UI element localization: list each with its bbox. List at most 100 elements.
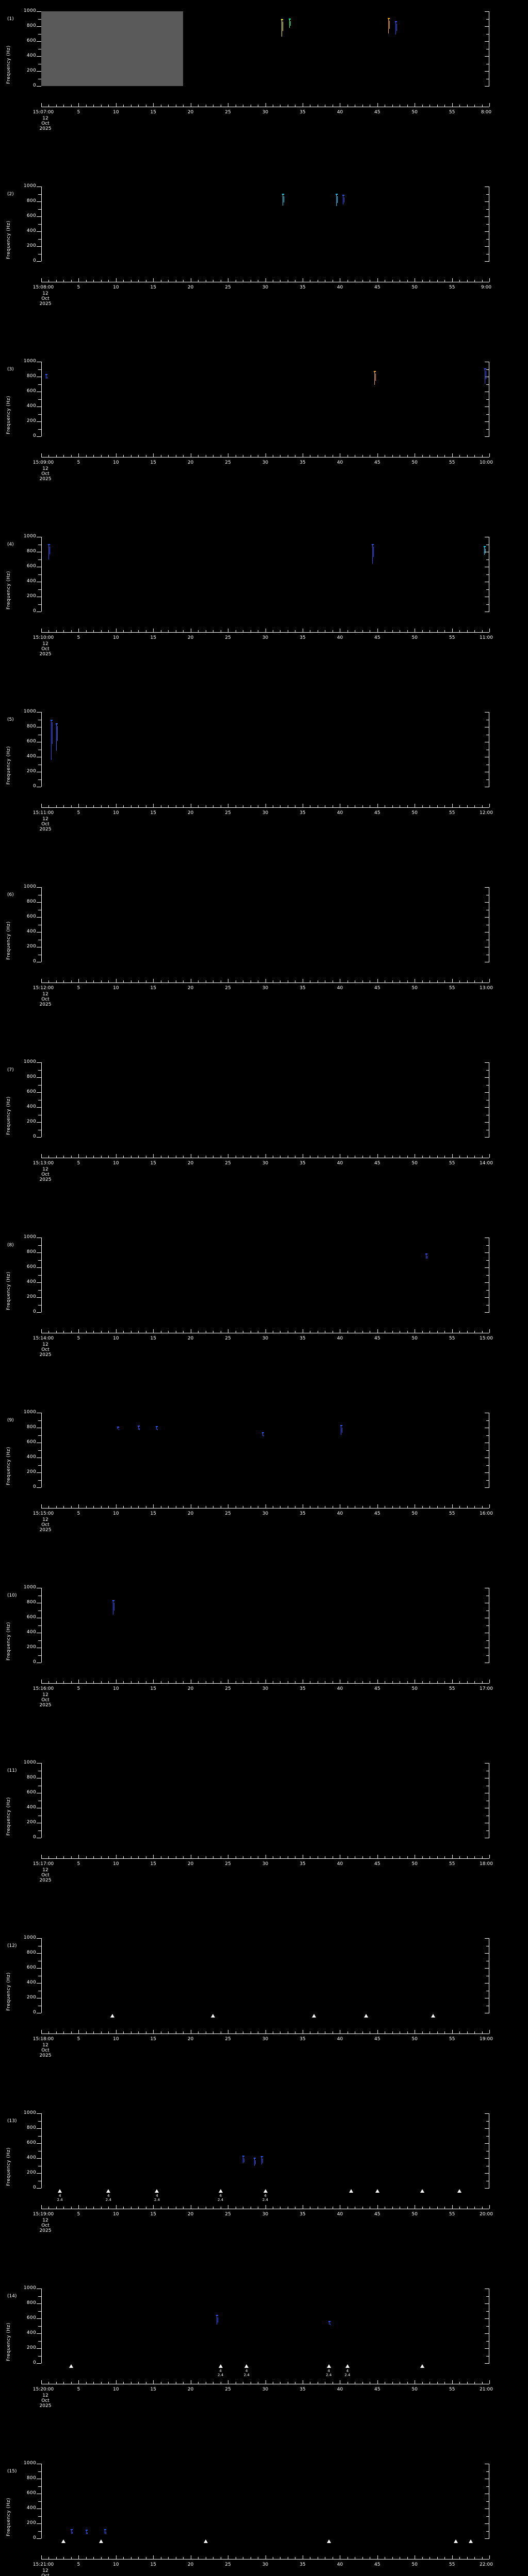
y-tick-label: 200 <box>26 1469 36 1475</box>
detection-marker[interactable] <box>326 2364 331 2368</box>
detection-marker[interactable] <box>61 2539 66 2543</box>
y-tick <box>37 261 41 262</box>
x-tick <box>101 105 102 107</box>
x-tick <box>489 278 490 282</box>
detection-marker[interactable] <box>155 2189 159 2193</box>
x-axis-end-label: 20:00 <box>480 2212 493 2217</box>
y-tick <box>37 11 41 12</box>
x-axis-end-label: 12:00 <box>480 810 493 816</box>
x-tick <box>101 1856 102 1858</box>
y-tick-minor <box>486 574 489 575</box>
detection-marker[interactable] <box>244 2364 249 2368</box>
x-tick <box>71 2382 72 2384</box>
detection-marker[interactable] <box>110 2014 114 2018</box>
x-tick-label: 5 <box>77 810 80 816</box>
detection-marker[interactable] <box>98 2539 103 2543</box>
contour-trace <box>336 194 337 207</box>
x-tick <box>41 2030 42 2033</box>
x-tick-label: 55 <box>449 635 455 640</box>
y-tick-minor <box>38 2531 41 2532</box>
x-axis-date-label: Oct <box>41 997 50 1002</box>
x-tick <box>41 103 42 107</box>
detection-marker[interactable] <box>311 2014 316 2018</box>
detection-marker[interactable] <box>58 2189 62 2193</box>
x-tick-label: 20 <box>187 1511 194 1516</box>
x-tick-label: 35 <box>300 2212 306 2217</box>
detection-marker[interactable] <box>375 2189 380 2193</box>
x-tick-label: 40 <box>337 986 343 991</box>
x-tick-label: 20 <box>187 1861 194 1867</box>
y-tick-minor <box>486 1480 489 1481</box>
x-tick <box>153 1680 154 1683</box>
y-tick-label: 1000 <box>23 1585 36 1590</box>
x-tick <box>168 1856 169 1858</box>
detection-marker[interactable] <box>468 2539 473 2543</box>
y-tick-minor <box>38 2296 41 2297</box>
y-tick <box>37 2348 41 2349</box>
x-tick <box>123 105 124 107</box>
x-tick <box>86 2557 87 2559</box>
x-tick <box>138 105 139 107</box>
detection-marker[interactable] <box>106 2189 111 2193</box>
detection-marker[interactable] <box>211 2014 216 2018</box>
x-tick <box>422 280 423 282</box>
x-axis-date-label: Oct <box>41 822 50 827</box>
contour-cap <box>242 2155 245 2157</box>
x-tick <box>138 1506 139 1508</box>
y-tick <box>485 1953 489 1954</box>
detection-marker[interactable] <box>203 2539 208 2543</box>
x-tick <box>93 1856 94 1858</box>
x-tick <box>452 629 453 632</box>
detection-marker-label: 4 2.4 <box>262 2194 269 2202</box>
x-tick <box>459 1681 460 1683</box>
x-tick-label: 10 <box>113 460 119 465</box>
x-tick-label: 40 <box>337 2212 343 2217</box>
x-tick <box>474 105 475 107</box>
x-tick-label: 15 <box>150 1511 156 1516</box>
detection-marker[interactable] <box>364 2014 369 2018</box>
x-tick-label: 25 <box>225 1861 231 1867</box>
detection-marker[interactable] <box>218 2364 223 2368</box>
x-tick <box>407 1856 408 1858</box>
x-axis-end-label: 13:00 <box>480 986 493 991</box>
x-tick <box>489 979 490 982</box>
x-tick <box>183 1856 184 1858</box>
detection-marker[interactable] <box>420 2189 424 2193</box>
x-tick <box>48 1156 50 1158</box>
x-tick <box>198 2382 199 2384</box>
x-tick <box>444 1331 446 1333</box>
detection-marker[interactable] <box>349 2189 354 2193</box>
x-tick <box>444 1506 446 1508</box>
detection-marker[interactable] <box>420 2364 424 2368</box>
x-tick <box>78 278 79 282</box>
detection-marker[interactable] <box>431 2014 436 2018</box>
x-tick-label: 30 <box>262 2037 269 2042</box>
x-tick-label: 55 <box>449 986 455 991</box>
contour-branch <box>57 726 58 741</box>
detection-marker[interactable] <box>345 2364 350 2368</box>
x-axis-date-label: 2025 <box>39 2053 52 2058</box>
detection-marker[interactable] <box>263 2189 268 2193</box>
contour-trace <box>56 724 57 751</box>
x-tick <box>48 2557 50 2559</box>
panel-index-label: (12) <box>7 1943 17 1948</box>
y-tick <box>37 2173 41 2174</box>
x-tick <box>183 280 184 282</box>
x-tick <box>56 1681 57 1683</box>
x-tick <box>392 630 393 632</box>
x-tick <box>444 2557 446 2559</box>
x-tick <box>123 1156 124 1158</box>
detection-marker[interactable] <box>453 2539 458 2543</box>
y-tick-minor <box>486 1640 489 1641</box>
detection-marker[interactable] <box>326 2539 331 2543</box>
detection-marker[interactable] <box>457 2189 462 2193</box>
x-tick <box>48 805 50 807</box>
detection-marker[interactable] <box>218 2189 223 2193</box>
x-tick <box>459 630 460 632</box>
x-tick <box>123 2031 124 2033</box>
y-tick-label: 800 <box>26 2300 36 2306</box>
detection-marker[interactable] <box>69 2364 73 2368</box>
x-axis-date-label: Oct <box>41 1698 50 1703</box>
y-tick-minor <box>38 574 41 575</box>
